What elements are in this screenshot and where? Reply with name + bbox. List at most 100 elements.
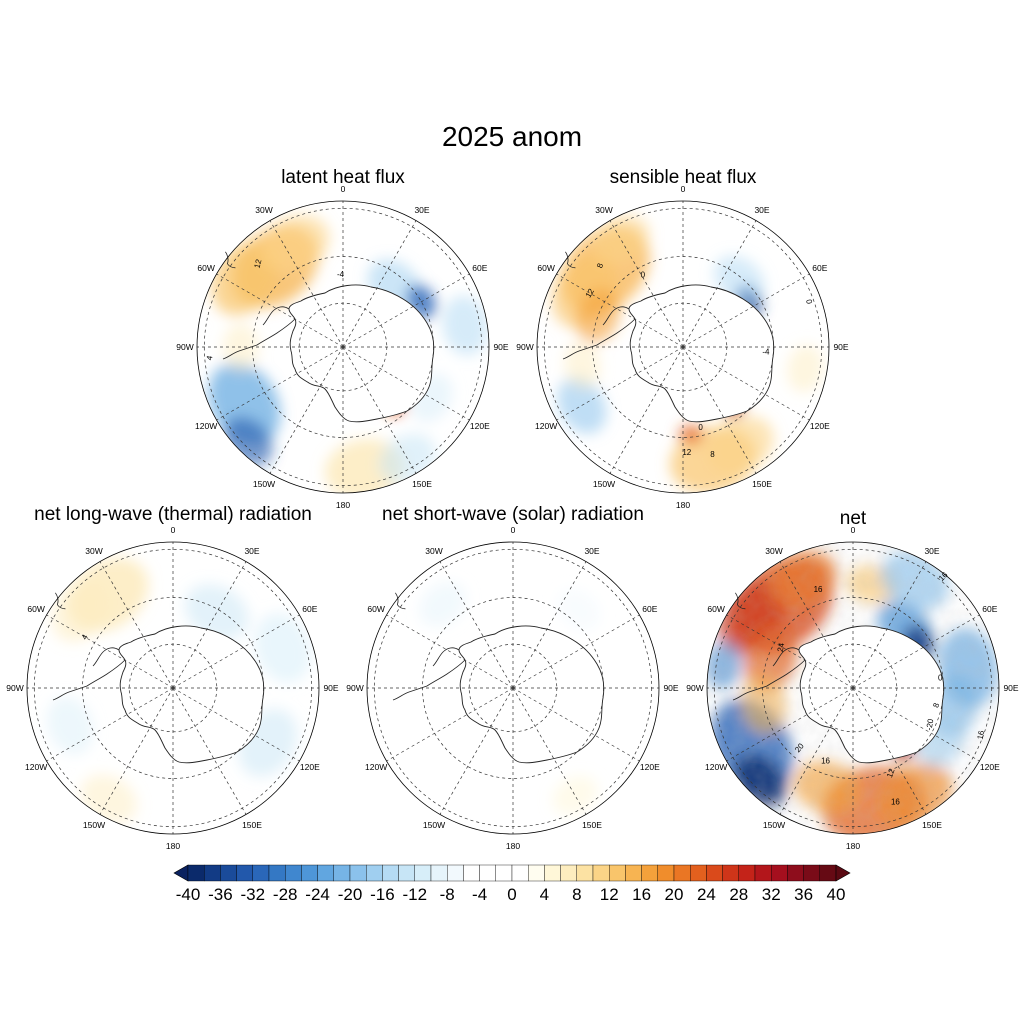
anomaly-patch [556, 589, 601, 631]
colorbar-over-arrow [835, 864, 851, 882]
colorbar-tick-label: -28 [273, 885, 298, 904]
contour-label: -4 [762, 347, 770, 356]
anomaly-patch [576, 288, 620, 344]
longitude-label: 30W [595, 205, 612, 215]
colorbar-swatch [285, 864, 302, 882]
longitude-label: 60W [707, 604, 724, 614]
longitude-label: 0 [341, 184, 346, 194]
colorbar-tick-label: 36 [794, 885, 813, 904]
contour-label: 8 [710, 450, 715, 459]
colorbar-swatch [803, 864, 820, 882]
longitude-label: 180 [846, 841, 860, 851]
south-america-coastline [225, 251, 236, 269]
longitude-label: 120W [705, 762, 727, 772]
contour-label: 0 [804, 299, 814, 305]
longitude-label: 60W [27, 604, 44, 614]
panel-title: net long-wave (thermal) radiation [34, 504, 312, 525]
colorbar-tick-label: -40 [176, 885, 201, 904]
colorbar-swatch [366, 864, 383, 882]
anomaly-patch [46, 696, 94, 755]
map-border [706, 541, 1000, 835]
meridian-line [342, 220, 417, 348]
longitude-label: 150E [582, 820, 602, 830]
meridian-line [609, 220, 684, 348]
longitude-label: 150W [83, 820, 105, 830]
longitude-label: 150E [922, 820, 942, 830]
contour-label: 8 [931, 701, 941, 709]
longitude-label: 30W [425, 546, 442, 556]
meridian-line [852, 687, 980, 762]
contour-label: 4 [80, 632, 90, 641]
colorbar-swatch [349, 864, 367, 882]
south-america-coastline [55, 592, 66, 610]
meridian-line [439, 561, 514, 689]
map-border [196, 200, 490, 494]
south-america-coastline [735, 592, 746, 610]
longitude-label: 60W [197, 263, 214, 273]
longitude-label: 150E [242, 820, 262, 830]
longitude-label: 30W [255, 205, 272, 215]
longitude-label: 60E [302, 604, 317, 614]
longitude-label: 150W [763, 820, 785, 830]
colorbar-swatch [382, 864, 399, 882]
meridian-line [386, 687, 514, 762]
longitude-label: 150W [593, 479, 615, 489]
colorbar-swatch [706, 864, 723, 882]
longitude-label: 180 [166, 841, 180, 851]
anomaly-patch [184, 584, 249, 641]
colorbar-swatch [641, 864, 658, 882]
longitude-label: 0 [171, 525, 176, 535]
colorbar-tick-label: 32 [762, 885, 781, 904]
meridian-line [512, 687, 587, 815]
longitude-label: 120W [195, 421, 217, 431]
meridian-line [556, 346, 684, 421]
anomaly-patch [592, 214, 650, 265]
longitude-label: 0 [511, 525, 516, 535]
meridian-line [852, 614, 980, 689]
colorbar-swatch [576, 864, 594, 882]
panel-grid: latent heat flux030E60E90E120E150E180150… [6, 167, 1019, 851]
colorbar-swatch [301, 864, 318, 882]
colorbar-swatch [819, 864, 837, 882]
colorbar-swatch [203, 864, 221, 882]
meridian-line [439, 687, 514, 815]
longitude-label: 60E [982, 604, 997, 614]
meridian-line [46, 614, 174, 689]
longitude-label: 120E [300, 762, 320, 772]
colorbar-swatch [398, 864, 416, 882]
contour-label: 24 [776, 642, 787, 653]
map-border [26, 541, 320, 835]
south-america-coastline [395, 592, 406, 610]
longitude-label: 30W [85, 546, 102, 556]
panel-sensible: sensible heat flux030E60E90E120E150E1801… [516, 167, 849, 510]
colorbar-tick-label: -32 [241, 885, 266, 904]
colorbar-swatch [592, 864, 610, 882]
contour-label: 16 [821, 756, 830, 765]
colorbar-swatch [625, 864, 642, 882]
meridian-line [726, 614, 854, 689]
longitude-label: 180 [336, 500, 350, 510]
colorbar-tick-label: 28 [729, 885, 748, 904]
colorbar-swatch [787, 864, 804, 882]
contour-label: 4 [205, 355, 215, 361]
colorbar-swatch [268, 864, 286, 882]
contour-label: 0 [641, 270, 646, 279]
colorbar-swatch [754, 864, 772, 882]
colorbar-tick-label: -8 [440, 885, 455, 904]
anomaly-patch [678, 425, 703, 444]
meridian-line [726, 687, 854, 762]
colorbar-tick-label: 16 [632, 885, 651, 904]
meridian-line [852, 687, 927, 815]
colorbar-swatch [609, 864, 626, 882]
contour-label: 12 [252, 258, 263, 269]
anomaly-patch [254, 612, 311, 684]
longitude-label: 90W [6, 683, 23, 693]
meridian-line [269, 346, 344, 474]
contour-label: 12 [682, 448, 691, 457]
longitude-label: 150W [253, 479, 275, 489]
colorbar-swatch [252, 864, 270, 882]
contour-label: 16 [891, 798, 900, 807]
colorbar-swatch [447, 864, 464, 882]
longitude-label: 60W [537, 263, 554, 273]
